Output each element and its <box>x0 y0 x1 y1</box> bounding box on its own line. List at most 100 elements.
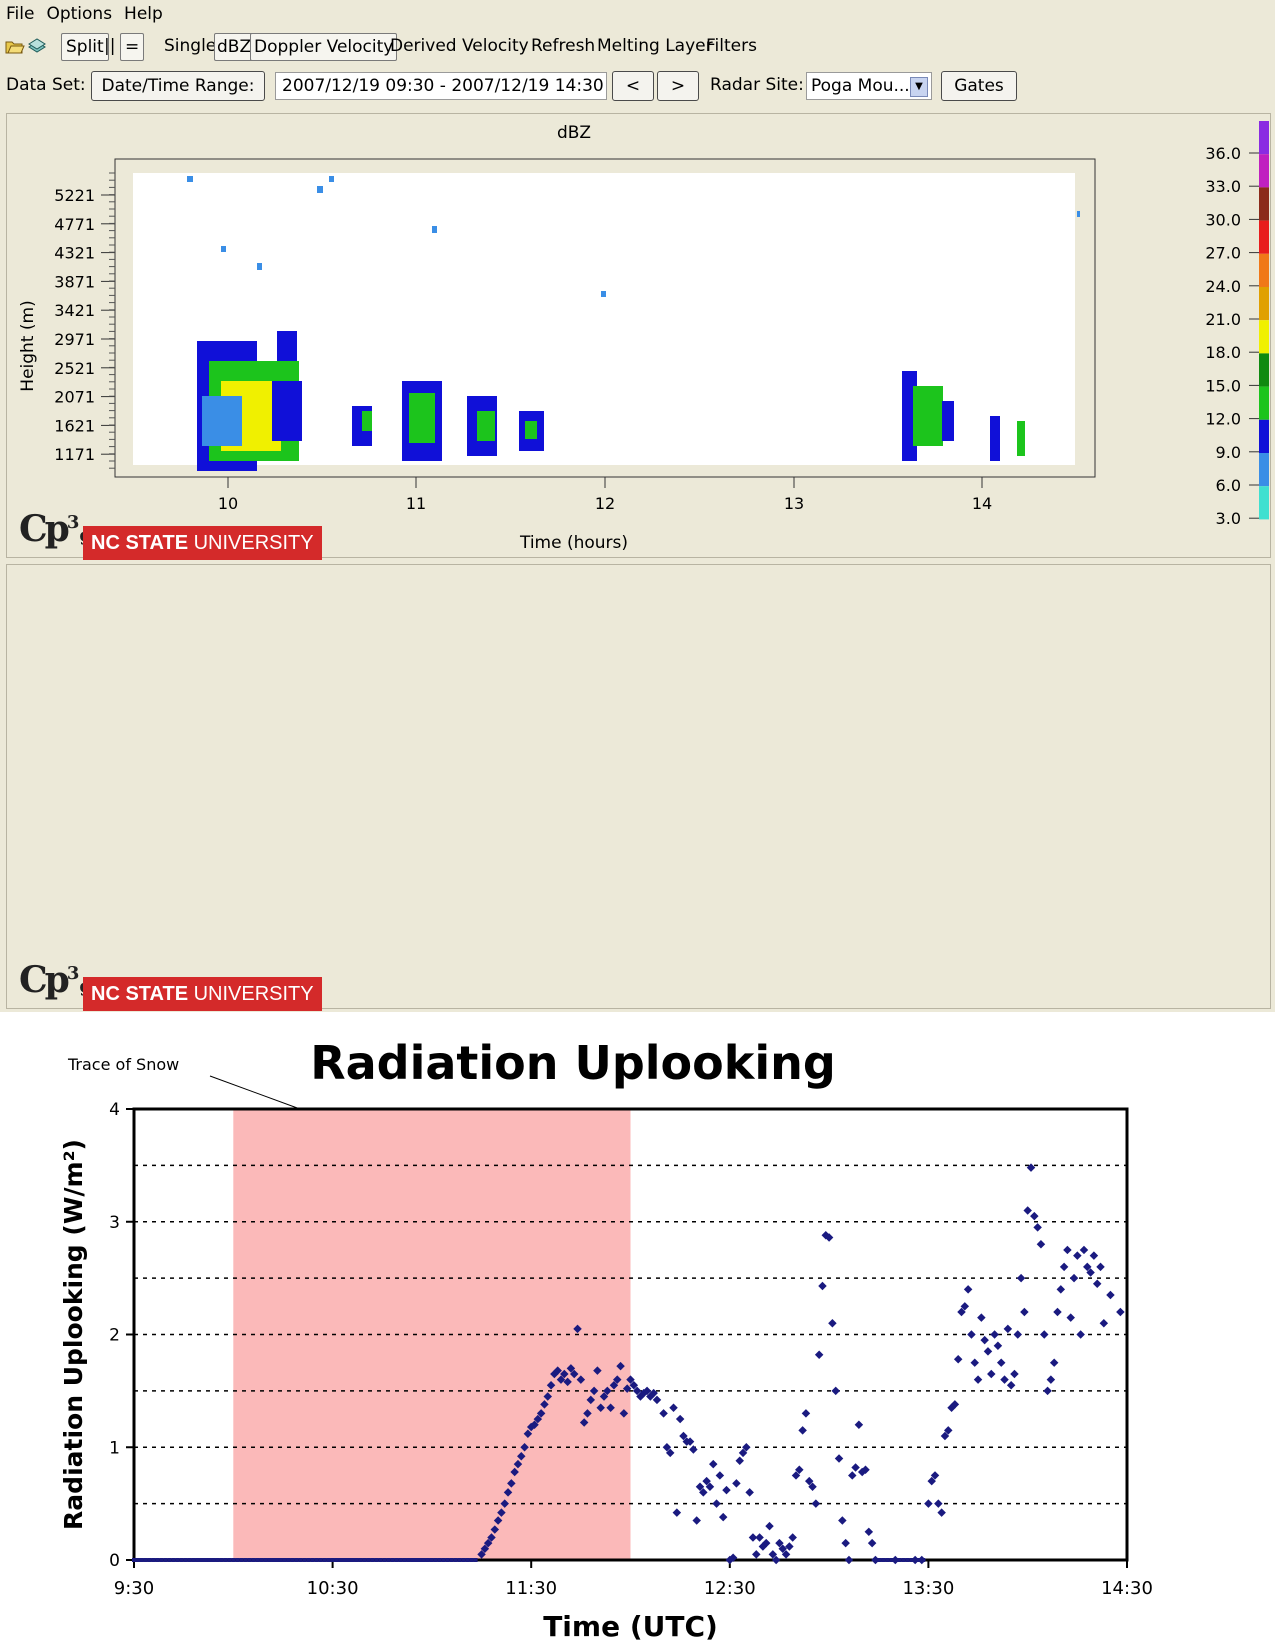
chevron-down-icon[interactable]: ▼ <box>910 77 928 97</box>
data-point <box>599 1392 609 1401</box>
data-point <box>191 1558 196 1562</box>
data-point <box>785 1542 794 1551</box>
dbz-button[interactable]: dBZ <box>214 33 255 61</box>
data-point <box>692 1516 701 1525</box>
data-point <box>765 1521 774 1531</box>
data-point <box>267 1558 272 1562</box>
layout-vertical-button[interactable]: || <box>104 36 116 56</box>
menu-options[interactable]: Options <box>46 4 113 24</box>
data-point <box>1023 1206 1032 1215</box>
data-point <box>755 1533 764 1542</box>
data-point <box>1036 1240 1046 1249</box>
data-point <box>566 1364 576 1373</box>
data-point <box>619 1409 629 1418</box>
data-point <box>927 1476 936 1486</box>
data-point <box>861 1465 870 1475</box>
x-tick-label: 13:30 <box>902 1578 954 1599</box>
menu-file[interactable]: File <box>6 4 35 24</box>
dbz-colorbar-label: 6.0 <box>1216 476 1241 495</box>
data-point <box>1053 1307 1062 1317</box>
data-point <box>425 1558 430 1562</box>
data-point <box>848 1471 857 1480</box>
data-point <box>672 1508 682 1517</box>
data-point <box>788 1533 797 1542</box>
data-point <box>437 1558 442 1562</box>
data-point <box>689 1445 698 1454</box>
data-point <box>752 1550 761 1559</box>
dbz-echo-cell <box>432 226 437 233</box>
dbz-colorbar-segment <box>1259 320 1269 354</box>
doppler-velocity-button[interactable]: Doppler Velocity <box>250 33 398 61</box>
data-point <box>334 1558 339 1562</box>
filters-button[interactable]: Filters <box>706 36 757 56</box>
data-point <box>573 1324 582 1334</box>
menu-bar: File Options Help <box>0 0 1275 28</box>
data-point <box>1020 1307 1029 1317</box>
radar-site-value: Poga Mou... <box>811 76 910 96</box>
data-point <box>1086 1268 1095 1277</box>
data-point <box>441 1558 446 1562</box>
data-point <box>996 1358 1006 1367</box>
data-point <box>828 1318 837 1328</box>
data-point <box>675 1414 685 1424</box>
data-point <box>1033 1223 1042 1232</box>
data-point <box>187 1558 192 1562</box>
x-tick-label: 9:30 <box>114 1578 154 1599</box>
split-button[interactable]: Split <box>61 33 109 61</box>
ncsu-logo: NC STATE UNIVERSITY <box>83 526 322 560</box>
single-button[interactable]: Single <box>164 36 217 56</box>
dbz-colorbar-segment <box>1259 453 1269 487</box>
date-time-range-field[interactable]: 2007/12/19 09:30 - 2007/12/19 14:30 <box>275 72 607 100</box>
data-point <box>1006 1380 1016 1390</box>
radar-site-select[interactable]: Poga Mou... ▼ <box>806 72 932 100</box>
toolbar: Split || = Single dBZ Doppler Velocity D… <box>0 31 1275 65</box>
annotation-text: Trace of Snow <box>67 1055 179 1074</box>
data-point <box>183 1558 188 1562</box>
menu-help[interactable]: Help <box>124 4 163 24</box>
derived-velocity-button[interactable]: Derived Velocity <box>390 36 529 56</box>
data-point <box>306 1558 311 1562</box>
data-point <box>1043 1386 1052 1396</box>
gates-button[interactable]: Gates <box>941 71 1017 101</box>
dbz-colorbar-label: 18.0 <box>1205 343 1241 362</box>
dataset-row: Data Set: Date/Time Range: 2007/12/19 09… <box>0 70 1275 104</box>
data-point <box>414 1558 419 1562</box>
data-point <box>834 1454 844 1463</box>
data-point <box>818 1281 827 1291</box>
dbz-colorbar-label: 27.0 <box>1205 244 1241 263</box>
data-point <box>429 1558 434 1562</box>
data-point <box>745 1488 754 1497</box>
data-point <box>445 1558 450 1562</box>
x-tick-label: 14:30 <box>1101 1578 1153 1599</box>
data-point <box>465 1558 470 1562</box>
data-point <box>1099 1318 1109 1328</box>
data-point <box>1016 1273 1026 1283</box>
data-point <box>987 1369 996 1379</box>
dbz-colorbar-segment <box>1259 121 1269 155</box>
data-point <box>219 1558 224 1562</box>
data-point <box>893 1558 898 1562</box>
previous-button[interactable]: < <box>612 71 654 101</box>
data-point <box>469 1558 474 1562</box>
data-point <box>483 1538 493 1548</box>
dbz-colorbar-segment <box>1259 253 1269 287</box>
open-folder-icon[interactable] <box>5 37 25 60</box>
data-point <box>934 1499 943 1508</box>
data-point <box>685 1437 695 1446</box>
refresh-button[interactable]: Refresh <box>531 36 596 56</box>
stack-icon[interactable] <box>27 37 47 60</box>
melting-layer-button[interactable]: Melting Layer <box>597 36 713 56</box>
layout-horizontal-button[interactable]: = <box>120 33 145 61</box>
next-button[interactable]: > <box>657 71 699 101</box>
data-point <box>1106 1290 1115 1300</box>
data-point <box>1013 1330 1023 1339</box>
y-tick-label: 4 <box>109 1100 120 1120</box>
data-point <box>480 1544 490 1553</box>
data-point <box>963 1285 973 1294</box>
data-point <box>889 1558 894 1562</box>
data-point <box>139 1558 144 1562</box>
data-point <box>609 1380 619 1390</box>
data-point <box>215 1558 220 1562</box>
data-point <box>286 1558 291 1562</box>
date-time-range-button[interactable]: Date/Time Range: <box>91 71 265 101</box>
